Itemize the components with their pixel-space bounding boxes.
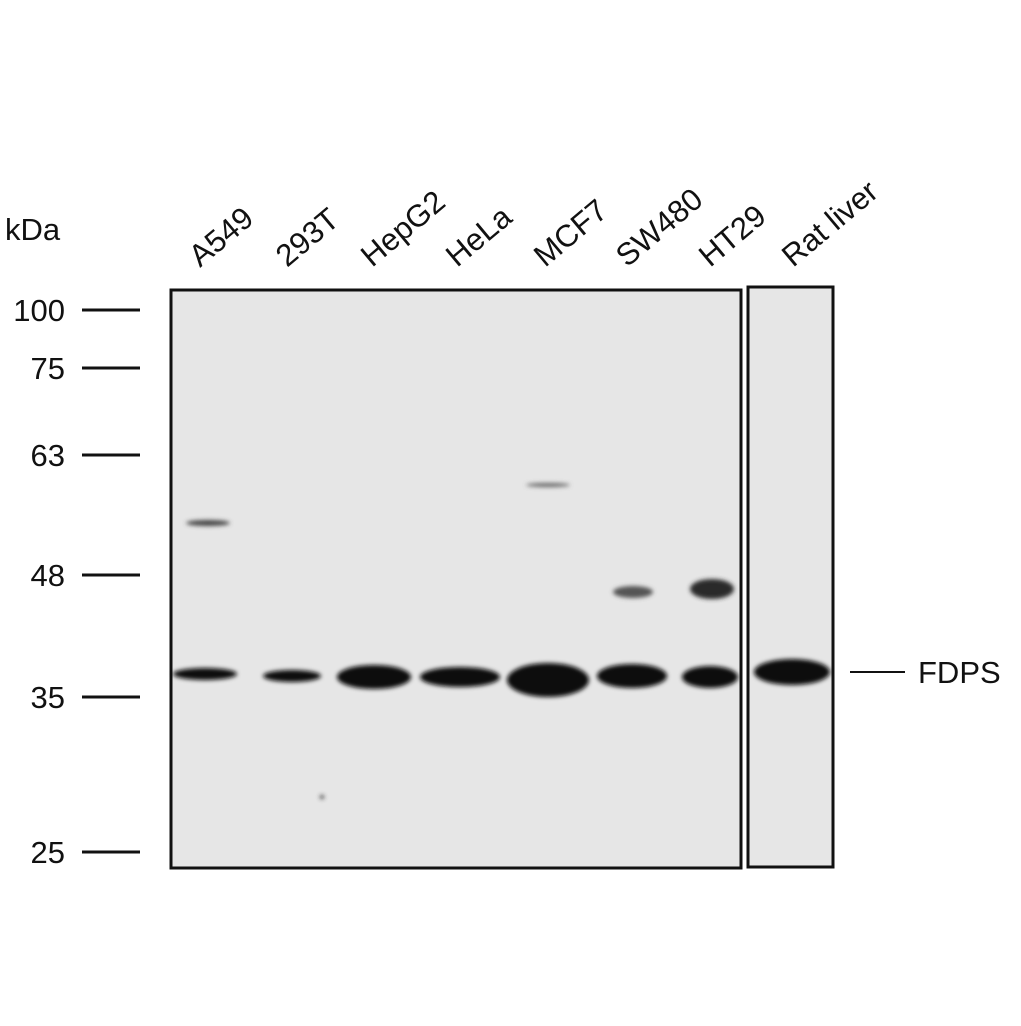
faint-band (613, 586, 653, 598)
band (682, 666, 738, 688)
marker-label: 63 (31, 438, 65, 473)
marker-label: 48 (31, 558, 65, 593)
unit-label: kDa (5, 212, 61, 247)
marker-label: 25 (31, 835, 65, 870)
band (337, 665, 411, 689)
faint-band (526, 483, 570, 487)
blot-panel (169, 288, 743, 870)
marker-label: 100 (13, 293, 65, 328)
band (420, 667, 500, 687)
band (507, 663, 589, 697)
band (263, 670, 321, 682)
faint-band (690, 579, 734, 599)
bands (173, 483, 830, 799)
speck (320, 795, 324, 799)
marker-label: 75 (31, 351, 65, 386)
marker-label: 35 (31, 680, 65, 715)
band (597, 664, 667, 688)
band-label: FDPS (918, 655, 1001, 690)
band (754, 659, 830, 685)
band (173, 668, 237, 680)
faint-band (186, 520, 230, 526)
blot-panel (746, 285, 835, 869)
